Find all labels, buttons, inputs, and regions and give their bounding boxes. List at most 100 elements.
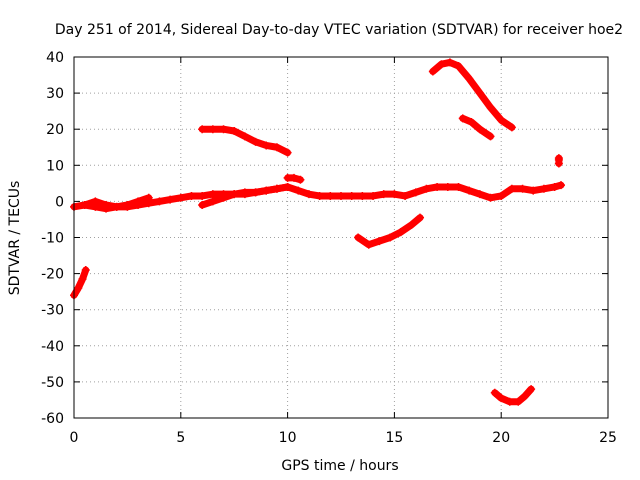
data-point <box>486 103 495 112</box>
series-track-f <box>198 125 292 157</box>
data-point <box>262 141 271 150</box>
y-tick-label: -20 <box>41 267 64 283</box>
data-point <box>507 123 516 132</box>
data-point <box>475 190 484 199</box>
data-point <box>557 181 566 190</box>
x-axis-label: GPS time / hours <box>281 458 398 474</box>
x-tick-label: 15 <box>385 430 403 446</box>
series-track-h <box>428 58 516 132</box>
data-point <box>296 175 305 184</box>
data-point <box>486 193 495 202</box>
data-point <box>326 191 335 200</box>
series-track-e <box>283 173 305 184</box>
y-tick-label: -10 <box>41 231 64 247</box>
data-point <box>134 197 143 206</box>
series-track-j <box>490 385 536 406</box>
data-point <box>240 132 249 141</box>
data-points <box>70 58 566 406</box>
data-point <box>198 191 207 200</box>
data-point <box>81 265 90 274</box>
data-point <box>475 125 484 134</box>
data-point <box>144 193 153 202</box>
series-trace <box>429 58 516 131</box>
data-point <box>294 186 303 195</box>
data-point <box>497 116 506 125</box>
data-point <box>407 220 416 229</box>
data-point <box>123 201 132 210</box>
x-tick-label: 10 <box>279 430 297 446</box>
y-tick-label: -50 <box>41 375 64 391</box>
series-trace <box>70 266 90 299</box>
data-point <box>337 191 345 200</box>
data-point <box>166 195 175 204</box>
data-point <box>198 201 207 210</box>
data-point <box>527 385 536 394</box>
data-point <box>187 191 196 200</box>
y-tick-label: 10 <box>46 158 64 174</box>
data-point <box>379 190 388 199</box>
y-tick-label: -60 <box>41 411 64 427</box>
y-tick-label: 40 <box>46 50 64 66</box>
data-point <box>91 197 100 206</box>
data-point <box>112 202 121 211</box>
data-point <box>467 117 476 126</box>
y-tick-label: 30 <box>46 86 64 102</box>
data-point <box>230 190 239 199</box>
grid-lines <box>74 57 608 418</box>
data-point <box>283 148 292 157</box>
data-point <box>505 397 514 406</box>
data-point <box>428 67 437 76</box>
data-point <box>219 125 228 134</box>
data-point <box>465 186 474 195</box>
data-point <box>514 397 523 406</box>
data-point <box>230 127 239 136</box>
series-track-c <box>80 193 153 211</box>
series-track-i <box>458 114 495 141</box>
data-point <box>78 275 87 284</box>
x-tick-label: 5 <box>176 430 185 446</box>
y-tick-label: 20 <box>46 122 64 138</box>
y-tick-label: -30 <box>41 303 64 319</box>
data-point <box>208 197 217 206</box>
data-point <box>443 182 452 191</box>
data-point <box>507 184 516 193</box>
series-trace <box>491 385 535 406</box>
data-point <box>251 188 260 197</box>
data-point <box>364 240 373 249</box>
data-point <box>74 284 83 293</box>
data-point <box>315 191 324 200</box>
data-point <box>396 228 405 237</box>
data-point <box>369 191 378 200</box>
axis-ticks: 0 5 10 15 20 25 -60 -50 -40 -30 -20 -10 0 10 20 30 40 <box>41 50 617 446</box>
data-point <box>208 125 217 134</box>
data-point <box>437 60 446 69</box>
data-point <box>539 184 548 193</box>
data-point <box>155 197 164 206</box>
data-point <box>358 191 367 200</box>
data-point <box>454 62 463 71</box>
data-point <box>518 184 527 193</box>
series-trace <box>459 114 495 140</box>
data-point <box>354 233 363 242</box>
data-point <box>272 184 281 193</box>
data-point <box>208 190 217 199</box>
data-point <box>390 190 399 199</box>
data-point <box>497 191 506 200</box>
data-point <box>497 394 506 403</box>
data-point <box>304 190 313 199</box>
x-tick-label: 20 <box>492 430 510 446</box>
series-track-a <box>70 265 90 300</box>
data-point <box>290 173 299 182</box>
data-point <box>445 58 454 67</box>
data-point <box>433 182 442 191</box>
data-point <box>272 143 281 152</box>
x-tick-label: 0 <box>70 430 79 446</box>
data-point <box>240 190 249 199</box>
data-point <box>520 392 529 401</box>
data-point <box>465 74 474 83</box>
y-axis-label: SDTVAR / TECUs <box>7 181 23 296</box>
data-point <box>198 125 207 134</box>
data-point <box>375 237 384 246</box>
data-point <box>454 182 463 191</box>
